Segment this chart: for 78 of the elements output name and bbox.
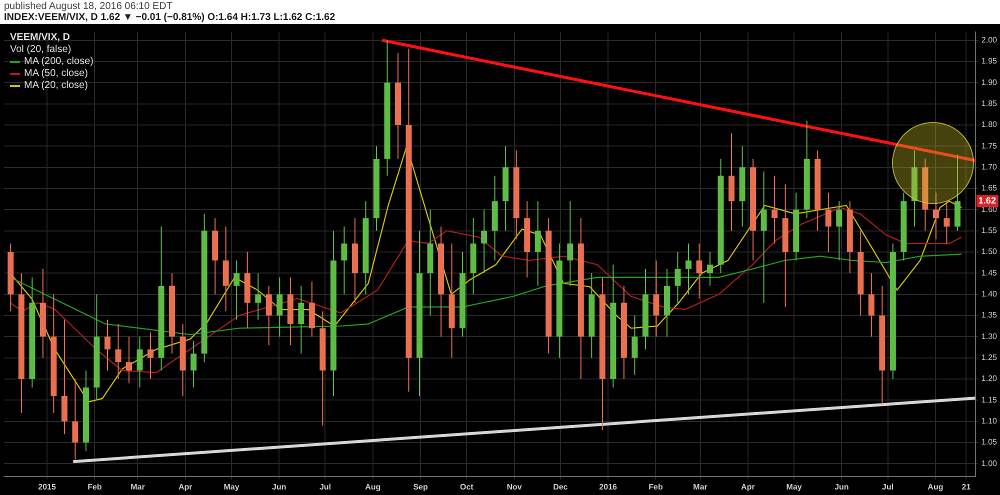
annotation: 1.62 [978,196,996,206]
x-tick-label: May [224,482,240,492]
candlestick [298,285,304,354]
legend-label: MA (20, close) [24,80,88,92]
candlestick [255,272,262,320]
x-tick-label: Oct [460,482,474,492]
x-tick-label: Jun [272,482,286,492]
candlestick [632,314,638,376]
y-tick-label: 1.85 [981,98,998,108]
candlestick [772,175,778,244]
candlestick [932,192,939,240]
x-tick-label: Mar [130,482,145,492]
candlestick [567,200,574,286]
x-tick-label: Aug [928,482,944,492]
x-tick-label: Dec [553,482,568,492]
candlestick [266,285,272,346]
y-tick-label: 1.75 [981,141,998,150]
x-tick-label: Jul [882,482,894,492]
y-tick-label: 1.50 [981,247,998,256]
y-tick-label: 1.40 [981,290,998,299]
y-tick-label: 1.10 [981,416,998,426]
y-tick-label: 1.45 [981,268,998,278]
candlestick [707,251,714,286]
x-tick-label: Jun [834,482,849,492]
x-tick-label: 2015 [38,482,56,492]
candlestick [190,340,197,388]
y-tick-label: 1.70 [981,162,998,172]
y-tick-label: 2.00 [981,35,998,44]
candlestick [481,209,488,274]
candlestick [760,171,767,304]
y-tick-label: 1.20 [981,374,998,384]
x-tick-label: Feb [88,482,102,492]
x-tick-label: Jul [319,482,332,492]
y-tick-label: 1.30 [981,332,998,341]
legend-label: MA (50, close) [24,68,88,80]
x-tick-label: Mar [693,482,708,492]
x-tick-label: Feb [648,482,663,492]
candlestick [836,200,842,261]
candlestick [115,323,122,380]
x-tick-label: 2016 [599,482,618,492]
candlestick [685,243,692,295]
candlestick [126,336,132,384]
chart-subtitle: published August 18, 2016 06:10 EDT [4,1,172,12]
y-tick-label: 1.95 [981,56,998,66]
y-tick-label: 1.05 [981,438,998,447]
legend-label: MA (200, close) [24,56,94,68]
y-tick-label: 1.35 [981,310,998,320]
candlestick [674,251,681,304]
x-tick-label: 21 [962,482,972,492]
y-tick-label: 1.55 [981,226,998,236]
candlestick [72,378,78,460]
x-tick-label: Apr [741,482,755,492]
y-tick-label: 1.00 [981,458,998,468]
x-tick-label: May [786,482,802,492]
y-tick-label: 1.80 [981,120,998,130]
annotation: Vol (20, false) [10,44,72,56]
candlestick [136,336,143,388]
candlestick [868,272,874,338]
y-tick-label: 1.65 [981,184,998,193]
y-tick-label: 1.25 [981,353,998,362]
candlestick [234,260,240,320]
x-tick-label: Sep [413,482,428,492]
x-tick-label: Aug [365,482,381,492]
candlestick [276,276,283,338]
candlestick [534,200,541,286]
y-tick-label: 1.90 [981,78,998,87]
x-tick-label: Nov [506,482,522,492]
candlestick [944,200,950,244]
candlestick [825,192,832,252]
x-tick-label: Apr [178,482,192,492]
chart-title: INDEX:VEEM/VIX, D 1.62 ▼ −0.01 (−0.81%) O:1.64 H:1.73 L:1.62 C:1.62 [4,12,336,23]
legend-title: VEEM/VIX, D [10,32,72,44]
y-tick-label: 1.15 [981,395,998,404]
candlestick [148,332,154,380]
candlestick [696,243,702,300]
candlestick [341,226,348,295]
candlestick [653,260,660,338]
candlestick [104,319,110,372]
